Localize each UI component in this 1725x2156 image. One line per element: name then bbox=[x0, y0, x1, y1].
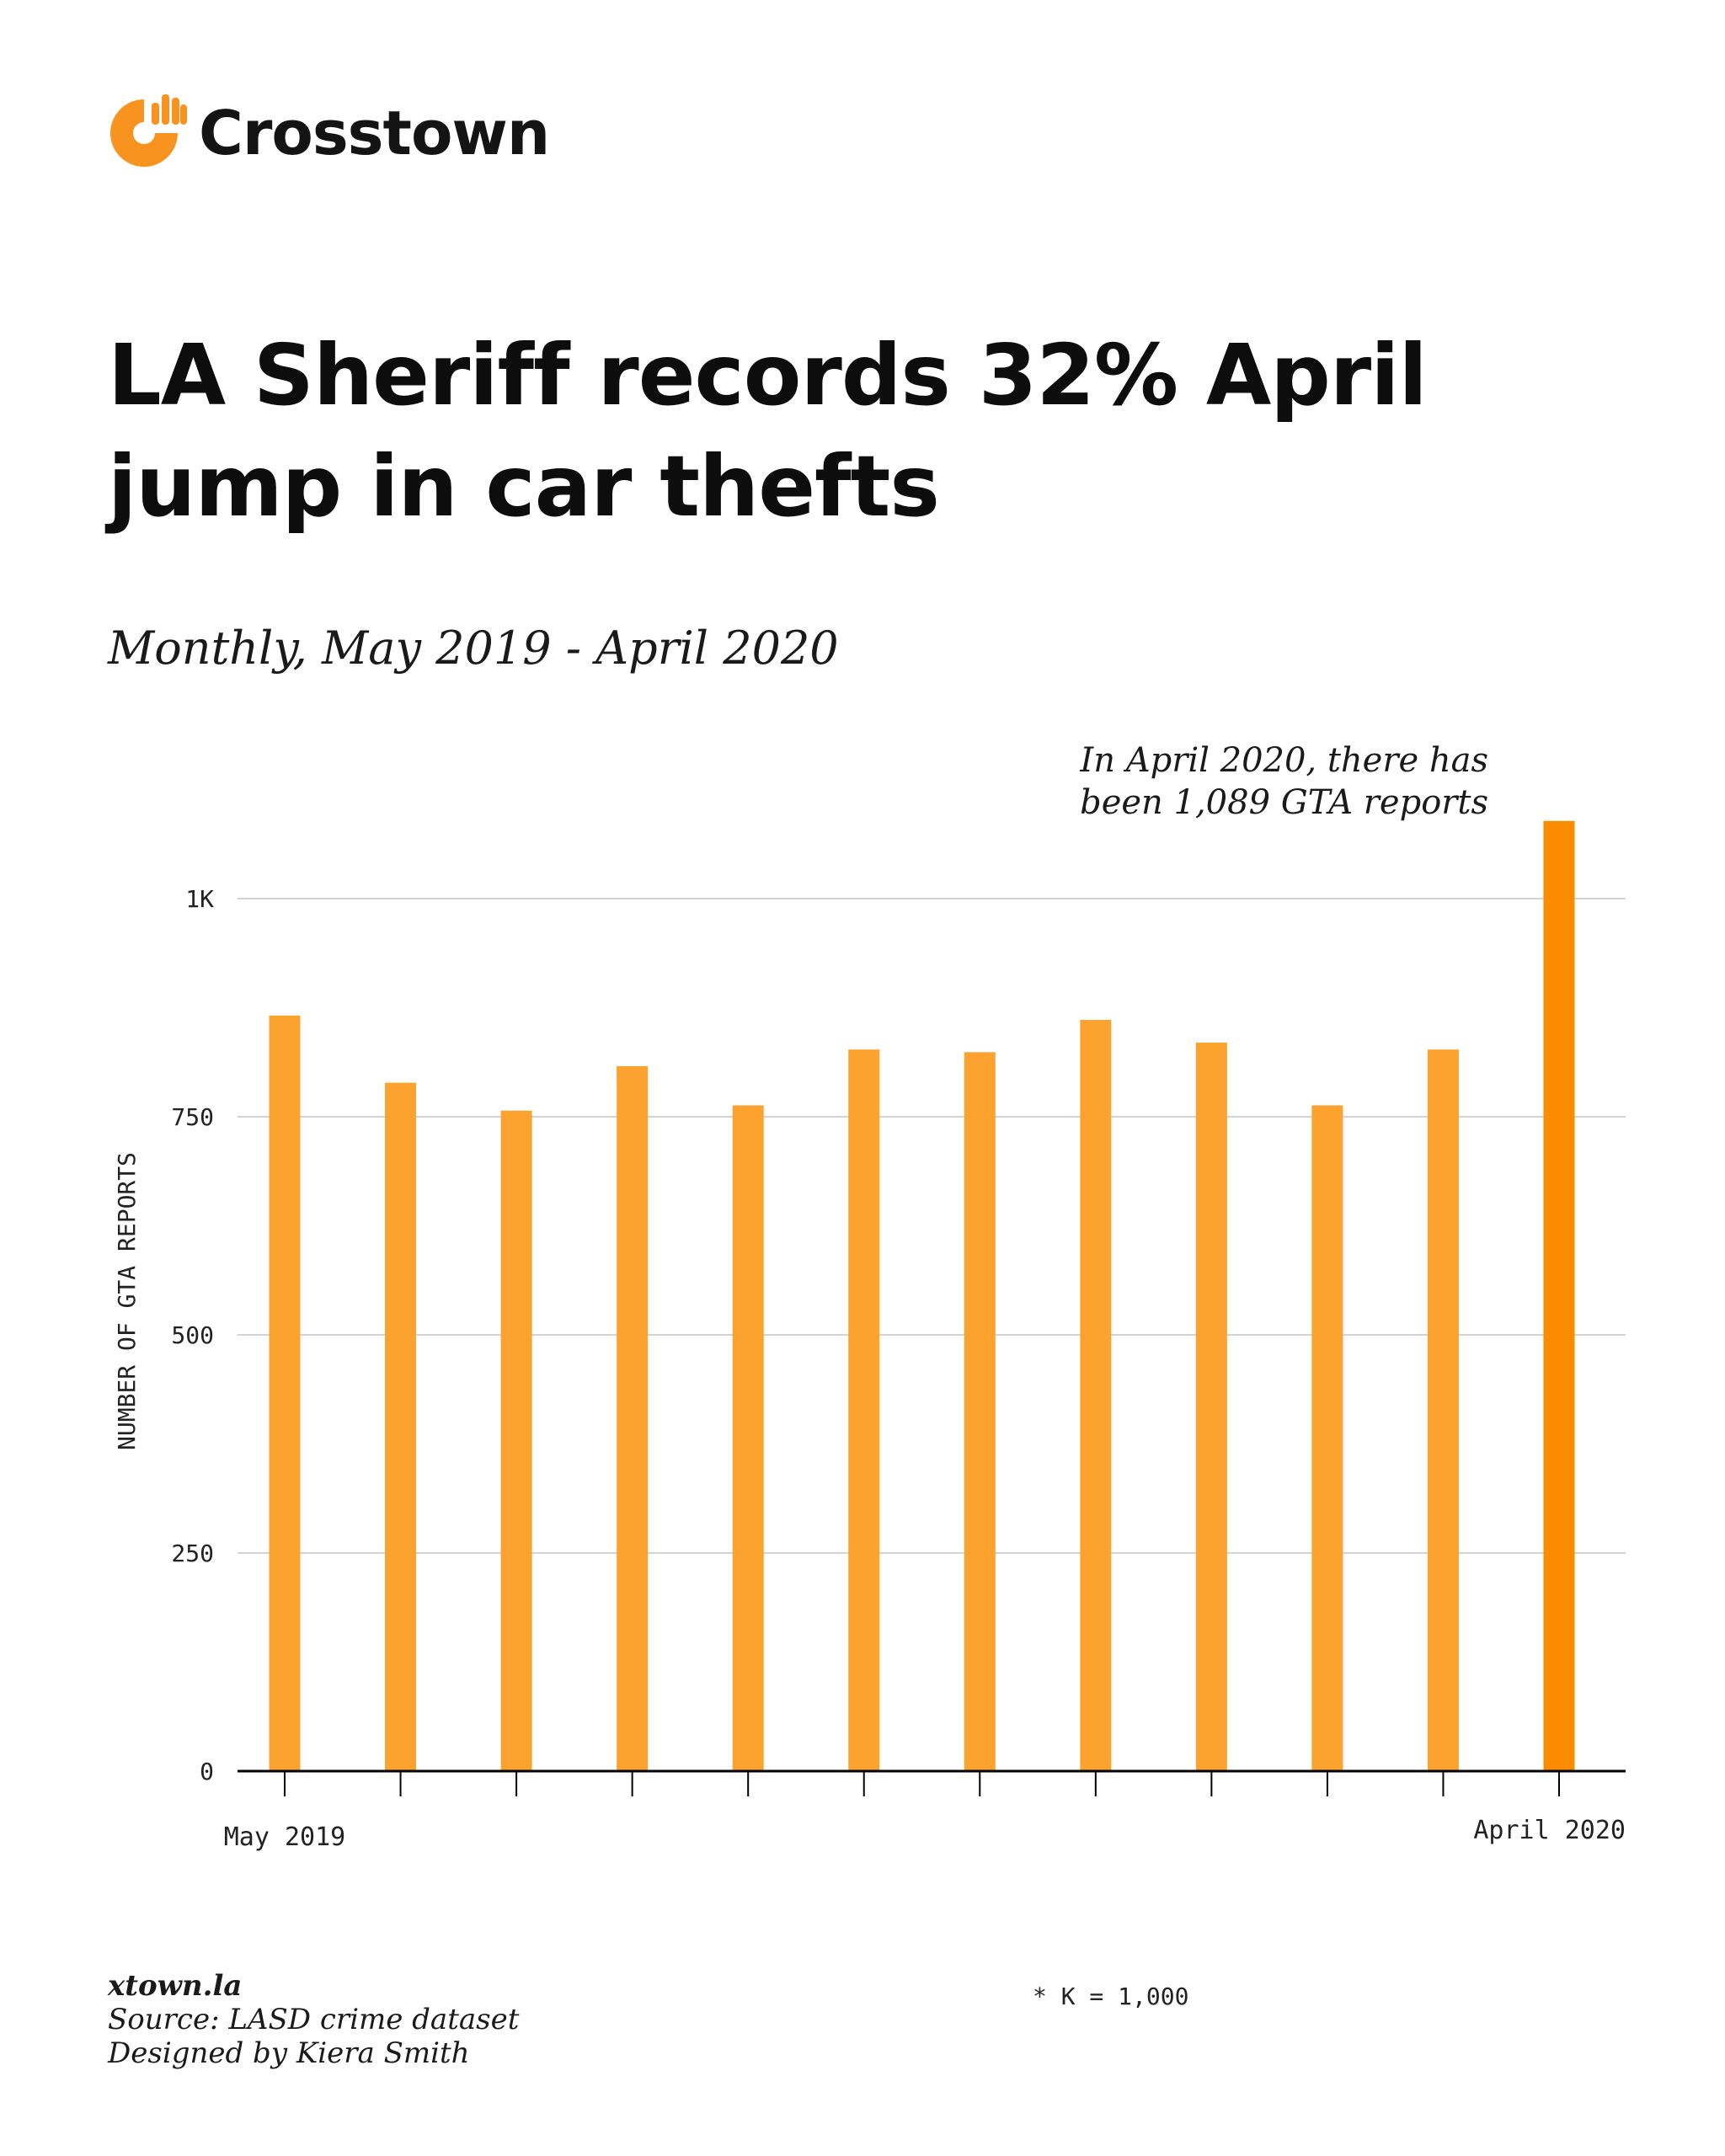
bar bbox=[848, 1049, 880, 1771]
y-tick-label: 1K bbox=[185, 885, 214, 913]
y-axis-label: NUMBER OF GTA REPORTS bbox=[113, 1152, 141, 1450]
bar bbox=[617, 1065, 649, 1771]
y-tick-label: 0 bbox=[200, 1758, 214, 1785]
bar bbox=[1080, 1020, 1112, 1771]
bar bbox=[1311, 1105, 1343, 1771]
y-tick-label: 750 bbox=[171, 1103, 214, 1131]
footer-footnote: * K = 1,000 bbox=[1033, 1983, 1189, 2010]
bar bbox=[1195, 1042, 1227, 1771]
y-tick-label: 500 bbox=[171, 1321, 214, 1349]
bar bbox=[964, 1052, 996, 1771]
footer-designer: Designed by Kiera Smith bbox=[108, 2036, 470, 2070]
bar bbox=[1543, 820, 1575, 1771]
bar-chart: 0 250 500 750 1K NUMBER OF GTA REPORTS May 201… bbox=[113, 820, 1626, 1852]
y-tick-label: 250 bbox=[171, 1540, 214, 1567]
crosstown-hand-logo-icon bbox=[110, 93, 189, 167]
chart-subtitle: Monthly, May 2019 - April 2020 bbox=[108, 622, 839, 675]
footer-site[interactable]: xtown.la bbox=[108, 1969, 243, 2003]
x-tick-label: April 2020 bbox=[1473, 1816, 1626, 1845]
chart-title: LA Sheriff records 32% April jump in car… bbox=[108, 326, 1428, 536]
x-tick-label: May 2019 bbox=[224, 1822, 346, 1852]
brand-name: Crosstown bbox=[199, 98, 550, 168]
footer-credits: xtown.la Source: LASD crime dataset Desi… bbox=[108, 1969, 697, 2070]
bar bbox=[385, 1082, 417, 1771]
bar bbox=[269, 1015, 301, 1771]
chart-annotation: In April 2020, there has been 1,089 GTA … bbox=[1080, 741, 1488, 822]
footer-source: Source: LASD crime dataset bbox=[108, 2003, 520, 2036]
bar bbox=[732, 1105, 764, 1771]
bar bbox=[500, 1110, 532, 1771]
bar bbox=[1427, 1049, 1459, 1771]
